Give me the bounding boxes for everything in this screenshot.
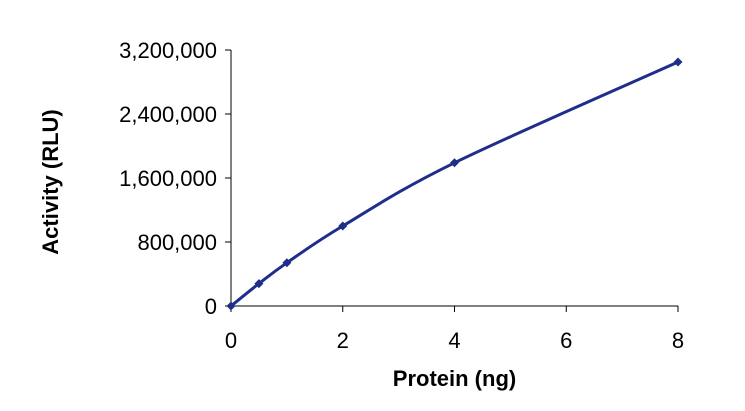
data-point-marker <box>673 57 683 67</box>
data-point-marker <box>254 279 264 289</box>
data-point-marker <box>282 258 292 268</box>
x-axis-ticks: 0 2 4 6 8 <box>225 306 684 353</box>
y-axis-ticks: 0 800,000 1,600,000 2,400,000 3,200,000 <box>119 38 231 319</box>
x-tick-label: 6 <box>560 328 572 353</box>
x-tick-label: 4 <box>448 328 460 353</box>
data-point-marker <box>450 158 459 168</box>
y-tick-label: 1,600,000 <box>119 166 217 191</box>
x-tick-label: 8 <box>672 328 684 353</box>
y-tick-label: 0 <box>205 294 217 319</box>
y-tick-label: 800,000 <box>137 230 217 255</box>
series-line <box>230 60 679 308</box>
data-point-marker <box>226 301 236 311</box>
y-axis-title: Activity (RLU) <box>38 109 63 254</box>
y-tick-label: 3,200,000 <box>119 38 217 63</box>
x-axis-title: Protein (ng) <box>393 366 516 391</box>
x-tick-label: 0 <box>225 328 237 353</box>
series-layer <box>226 57 683 311</box>
x-tick-label: 2 <box>337 328 349 353</box>
data-point-marker <box>338 221 348 231</box>
y-tick-label: 2,400,000 <box>119 102 217 127</box>
